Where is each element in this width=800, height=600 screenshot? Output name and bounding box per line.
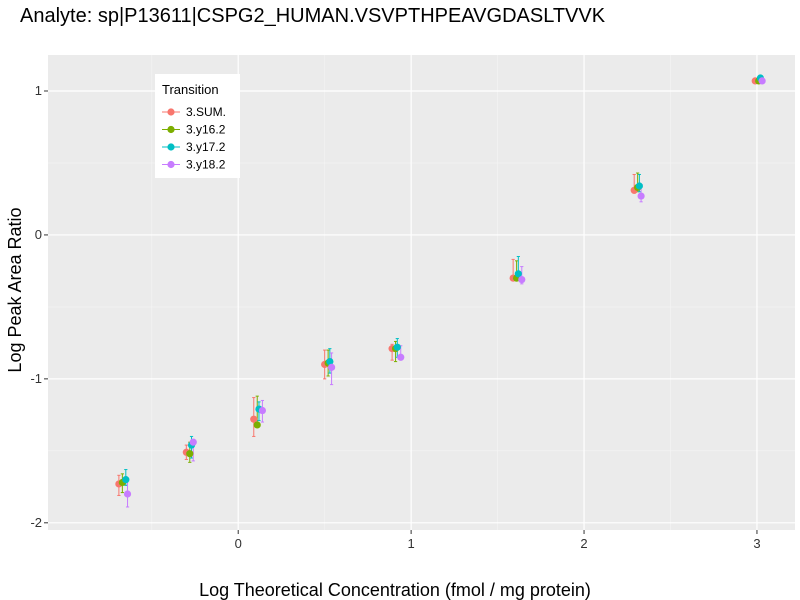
data-point — [253, 421, 261, 429]
data-point — [250, 415, 258, 423]
legend-key-point — [167, 143, 175, 151]
x-tick-label: 1 — [408, 536, 415, 551]
y-tick-label: 1 — [35, 83, 42, 98]
data-point — [758, 77, 766, 85]
legend-title: Transition — [162, 82, 219, 97]
data-point — [189, 438, 197, 446]
legend-label: 3.y17.2 — [186, 140, 226, 154]
grid-minor — [48, 55, 795, 530]
data-point — [514, 270, 522, 278]
x-axis: 0 1 2 3 — [235, 530, 761, 551]
legend-label: 3.y16.2 — [186, 123, 226, 137]
y-axis-title: Log Peak Area Ratio — [5, 207, 25, 372]
data-point — [637, 192, 645, 200]
data-point — [397, 353, 405, 361]
legend-box — [155, 74, 240, 178]
y-tick-label: -1 — [30, 371, 42, 386]
legend-key-point — [167, 160, 175, 169]
legend-label: 3.SUM. — [186, 105, 226, 119]
data-point — [518, 275, 526, 284]
data-point — [123, 490, 132, 498]
data-point — [326, 357, 334, 366]
data-point — [186, 450, 194, 458]
chart-title: Analyte: sp|P13611|CSPG2_HUMAN.VSVPTHPEA… — [20, 5, 606, 27]
data-point — [393, 343, 401, 351]
legend-label: 3.y18.2 — [186, 158, 226, 172]
data-point — [122, 476, 130, 484]
legend-key-point — [167, 108, 175, 116]
data-point — [258, 406, 267, 415]
data-points — [115, 74, 766, 498]
x-axis-title: Log Theoretical Concentration (fmol / mg… — [199, 580, 591, 600]
x-tick-label: 0 — [235, 536, 242, 551]
y-tick-label: -2 — [30, 515, 42, 530]
data-point — [635, 182, 643, 190]
legend: Transition 3.SUM. 3.y16.2 3.y17.2 3.y18.2 — [155, 74, 240, 178]
y-tick-label: 0 — [35, 227, 42, 242]
data-point — [327, 363, 336, 371]
y-axis: -2 -1 0 1 — [30, 83, 48, 530]
x-tick-label: 2 — [580, 536, 587, 551]
x-tick-label: 3 — [753, 536, 760, 551]
legend-key-point — [167, 125, 175, 134]
